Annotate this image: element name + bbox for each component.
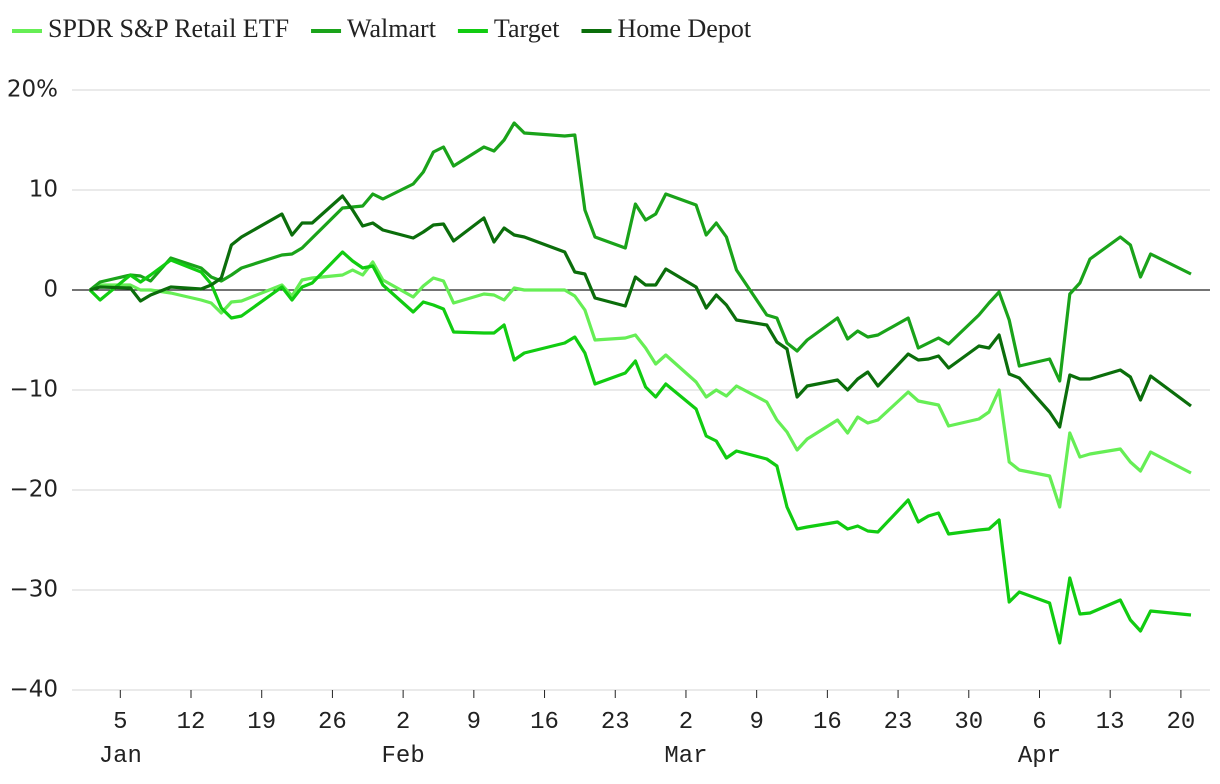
x-tick-label: 16 bbox=[813, 709, 842, 736]
x-tick-label: 19 bbox=[247, 709, 276, 736]
y-tick-label: 10 bbox=[29, 177, 58, 203]
x-tick-label: 26 bbox=[318, 709, 347, 736]
legend-label: SPDR S&P Retail ETF bbox=[48, 14, 289, 43]
legend-label: Home Depot bbox=[617, 14, 751, 43]
legend-label: Walmart bbox=[347, 14, 437, 43]
series-line bbox=[89, 194, 1192, 429]
x-tick-label: 9 bbox=[749, 709, 763, 736]
x-tick-label: 23 bbox=[884, 709, 913, 736]
y-tick-label: −30 bbox=[9, 577, 58, 603]
x-tick-label: 16 bbox=[530, 709, 559, 736]
y-tick-label: 20% bbox=[7, 77, 58, 103]
x-tick-label: 2 bbox=[396, 709, 410, 736]
x-tick-label: 9 bbox=[467, 709, 481, 736]
x-tick-label: 30 bbox=[954, 709, 983, 736]
series-line bbox=[89, 121, 1192, 383]
x-tick-label: 12 bbox=[177, 709, 206, 736]
y-tick-label: 0 bbox=[43, 277, 58, 303]
x-tick-label: 20 bbox=[1166, 709, 1195, 736]
x-month-label: Feb bbox=[382, 743, 425, 770]
series-line bbox=[88, 250, 1192, 645]
x-tick-label: 13 bbox=[1096, 709, 1125, 736]
x-tick-label: 2 bbox=[679, 709, 693, 736]
x-month-label: Apr bbox=[1018, 743, 1061, 770]
x-tick-label: 23 bbox=[601, 709, 630, 736]
x-tick-label: 5 bbox=[113, 709, 127, 736]
x-month-label: Jan bbox=[99, 743, 142, 770]
legend-label: Target bbox=[494, 14, 560, 43]
y-tick-label: −10 bbox=[9, 377, 58, 403]
x-month-label: Mar bbox=[664, 743, 707, 770]
series-line bbox=[89, 260, 1192, 509]
x-tick-label: 6 bbox=[1032, 709, 1046, 736]
y-tick-label: −20 bbox=[9, 477, 58, 503]
y-tick-label: −40 bbox=[9, 677, 58, 703]
